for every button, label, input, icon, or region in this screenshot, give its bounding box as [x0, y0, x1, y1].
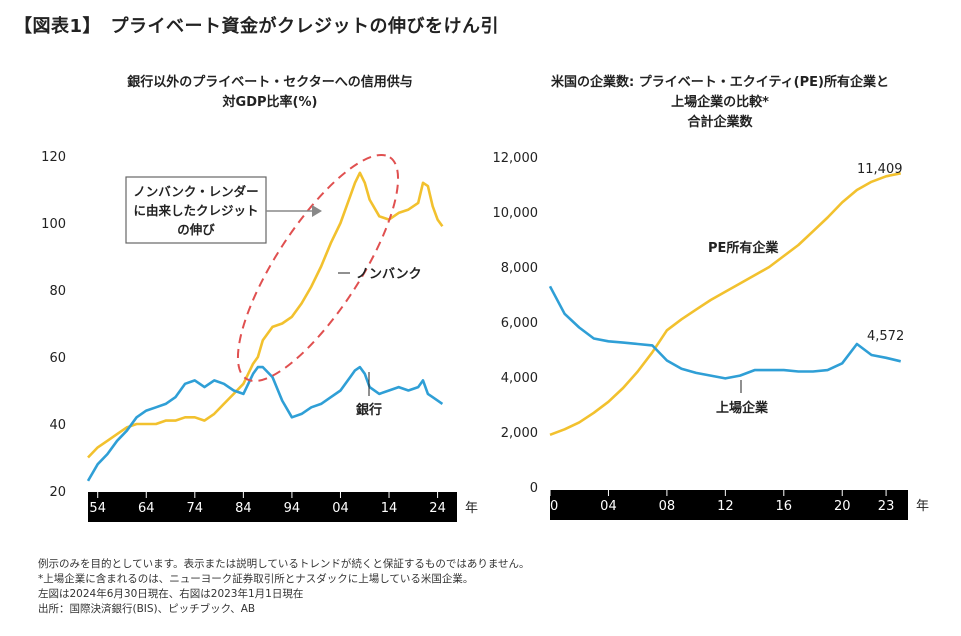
footnote-3: 左図は2024年6月30日現在、右図は2023年1月1日現在 — [38, 588, 304, 600]
left-y-tick-label: 120 — [41, 150, 66, 165]
left-y-tick-label: 40 — [49, 418, 66, 433]
right-x-tick-label: 20 — [834, 499, 851, 514]
footnote-4: 出所：国際決済銀行(BIS)、ピッチブック、AB — [38, 603, 256, 615]
left-y-tick-label: 60 — [49, 351, 66, 366]
left-series-line-1 — [87, 171, 444, 459]
left-annotation-line: に由来したクレジット — [133, 203, 258, 218]
right-series-line-2 — [548, 285, 902, 380]
right-y-tick-label: 6,000 — [501, 316, 538, 331]
left-chart-title-line-1: 銀行以外のプライベート・セクターへの信用供与 — [127, 75, 413, 90]
left-x-tick-label: 74 — [187, 501, 204, 516]
right-x-tick-label: 16 — [776, 499, 793, 514]
left-x-tick-label: 94 — [284, 501, 301, 516]
left-x-tick-label: 04 — [332, 501, 349, 516]
left-annotation-line: ノンバンク・レンダー — [133, 184, 258, 199]
right-x-tick-label: 12 — [717, 499, 734, 514]
left-x-tick-label: 24 — [429, 501, 446, 516]
right-chart-title-line-3: 合計企業数 — [687, 115, 753, 130]
left-annotation-line: の伸び — [177, 222, 215, 237]
right-listed-end-label: 4,572 — [867, 329, 904, 344]
right-chart-title-line-1: 米国の企業数: プライベート・エクイティ(PE)所有企業と — [551, 75, 889, 90]
right-chart-title: 米国の企業数: プライベート・エクイティ(PE)所有企業と 上場企業の比較* 合… — [520, 73, 920, 133]
right-listed-label: 上場企業 — [716, 400, 769, 416]
right-pe-label: PE所有企業 — [708, 240, 779, 256]
left-y-tick-label: 20 — [49, 485, 66, 500]
right-year-suffix: 年 — [916, 499, 929, 514]
right-x-tick-label: 23 — [878, 499, 895, 514]
left-x-tick-label: 14 — [381, 501, 398, 516]
main-title: 【図表1】 プライベート資金がクレジットの伸びをけん引 — [14, 16, 500, 37]
left-chart-title: 銀行以外のプライベート・セクターへの信用供与 対GDP比率(%) — [70, 73, 470, 113]
right-pe-end-label: 11,409 — [857, 162, 903, 177]
left-bank-label: 銀行 — [356, 402, 382, 418]
footnote-1: 例示のみを目的としています。表示または説明しているトレンドが続くと保証するもので… — [38, 558, 530, 570]
right-y-tick-label: 2,000 — [501, 426, 538, 441]
right-x-tick-label: 00 — [542, 499, 559, 514]
right-y-tick-label: 0 — [530, 481, 538, 496]
left-highlight-ellipse — [236, 153, 400, 383]
left-x-axis-band — [88, 492, 457, 522]
left-y-tick-label: 100 — [41, 217, 66, 232]
left-annotation-arrow-head — [312, 205, 322, 217]
left-x-tick-label: 54 — [89, 501, 106, 516]
right-y-tick-label: 12,000 — [493, 151, 539, 166]
left-annotation-box — [125, 176, 267, 244]
left-nonbank-label: ノンバンク — [356, 267, 422, 282]
right-y-tick-label: 10,000 — [493, 206, 539, 221]
left-chart-title-line-2: 対GDP比率(%) — [222, 95, 318, 110]
right-x-tick-label: 04 — [600, 499, 617, 514]
left-year-suffix: 年 — [465, 501, 478, 516]
left-series-line-2 — [86, 365, 444, 482]
right-x-axis-band — [550, 490, 908, 520]
right-series-line-1 — [549, 172, 901, 437]
right-chart-title-line-2: 上場企業の比較* — [671, 95, 769, 110]
right-x-tick-label: 08 — [659, 499, 676, 514]
left-x-tick-label: 84 — [235, 501, 252, 516]
left-x-tick-label: 64 — [138, 501, 155, 516]
footnote-2: *上場企業に含まれるのは、ニューヨーク証券取引所とナスダックに上場している米国企… — [38, 573, 474, 585]
right-y-tick-label: 8,000 — [501, 261, 538, 276]
right-y-tick-label: 4,000 — [501, 371, 538, 386]
left-y-tick-label: 80 — [49, 284, 66, 299]
footnotes: 例示のみを目的としています。表示または説明しているトレンドが続くと保証するもので… — [38, 557, 530, 617]
